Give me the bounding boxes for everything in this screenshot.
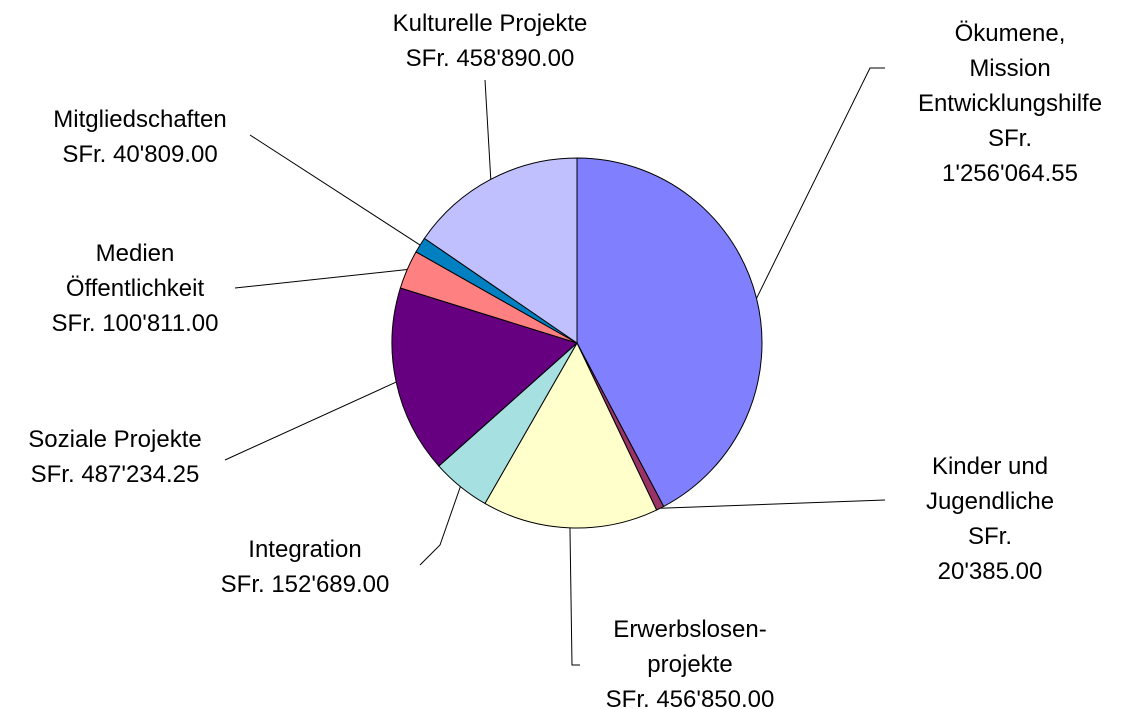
leader-line (224, 381, 397, 461)
leader-line (660, 499, 886, 509)
slice-label: Erwerbslosen- projekte SFr. 456'850.00 (606, 612, 775, 709)
value-label: SFr. 100'811.00 (51, 310, 219, 337)
category-label: Erwerbslosen- projekte (613, 616, 767, 678)
value-label: SFr. 40'809.00 (62, 141, 218, 168)
value-label: SFr. 487'234.25 (30, 461, 200, 488)
category-label: Integration (248, 536, 362, 563)
category-label: Ökumene, Mission Entwicklungshilfe (917, 20, 1103, 117)
leader-line (484, 79, 492, 180)
leader-line (249, 134, 421, 246)
value-label: SFr. 20'385.00 (937, 523, 1043, 585)
slice-label: Kinder und Jugendliche SFr. 20'385.00 (916, 449, 1065, 589)
slice-label: Kulturelle Projekte SFr. 458'890.00 (393, 6, 588, 76)
value-label: SFr. 456'850.00 (605, 686, 775, 709)
slice-label: Mitgliedschaften SFr. 40'809.00 (53, 102, 226, 172)
slice-label: Soziale Projekte SFr. 487'234.25 (28, 422, 201, 492)
value-label: SFr. 152'689.00 (220, 571, 390, 598)
pie-slice (484, 341, 658, 529)
value-label: SFr. 1'256'064.55 (942, 125, 1078, 187)
leader-line (756, 67, 885, 299)
category-label: Medien Öffentlichkeit (65, 240, 205, 302)
category-label: Mitgliedschaften (53, 106, 227, 133)
value-label: SFr. 458'890.00 (405, 45, 575, 72)
category-label: Kinder und Jugendliche (925, 453, 1055, 515)
category-label: Kulturelle Projekte (392, 10, 588, 37)
pie-slice (391, 287, 578, 467)
leader-line (569, 527, 580, 666)
leader-line (419, 486, 461, 566)
slice-label: Integration SFr. 152'689.00 (221, 532, 390, 602)
leader-line (234, 269, 408, 289)
slice-label: Medien Öffentlichkeit SFr. 100'811.00 (52, 236, 219, 341)
category-label: Soziale Projekte (28, 426, 202, 453)
slice-label: Ökumene, Mission Entwicklungshilfe SFr. 1… (918, 16, 1102, 191)
